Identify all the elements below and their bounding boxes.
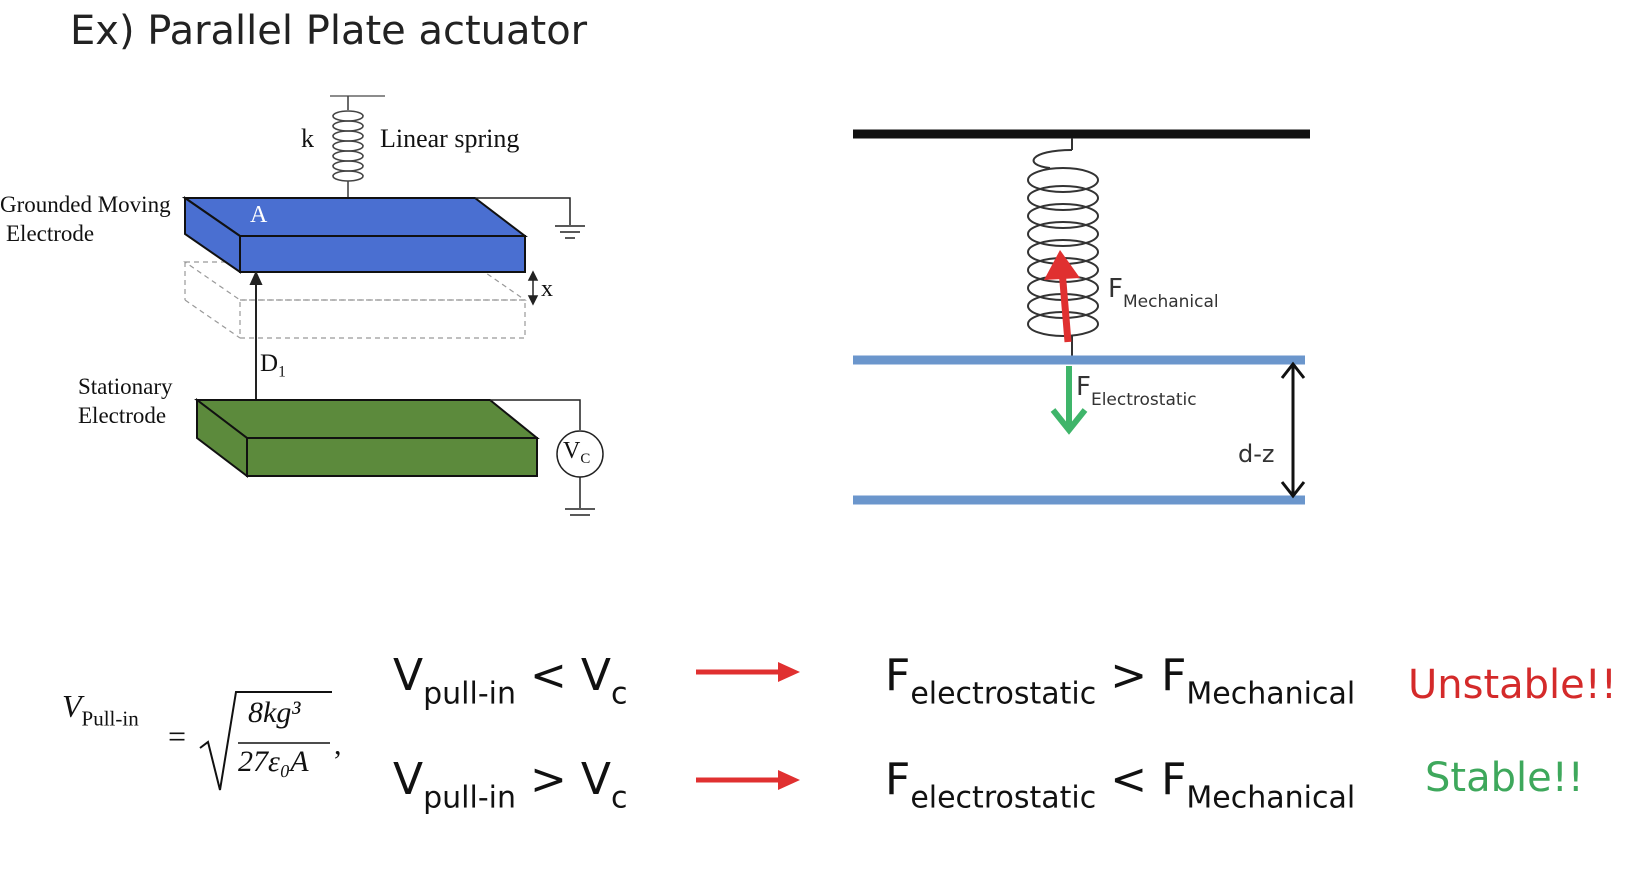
ghost-plate	[183, 261, 527, 339]
voltage-source-label: VC	[563, 438, 591, 468]
page-title: Ex) Parallel Plate actuator	[70, 8, 588, 54]
gap-arrow-right	[1280, 361, 1306, 499]
mechanical-force-arrow	[1044, 250, 1080, 343]
electrostatic-force-label: FElectrostatic	[1076, 372, 1197, 411]
linear-spring-icon	[332, 96, 364, 198]
ground-icon	[475, 197, 585, 239]
moving-electrode-label-line1: Grounded Moving	[0, 192, 171, 217]
displacement-arrow	[527, 270, 539, 306]
voltage-source-icon	[490, 399, 604, 516]
stable-status: Stable!!	[1425, 755, 1584, 801]
equation-comma: ,	[334, 728, 342, 761]
row1-force-comparison: Felectrostatic > FMechanical	[885, 650, 1356, 712]
equals-sign: =	[168, 718, 187, 754]
stationary-electrode-label-line1: Stationary	[78, 374, 173, 399]
row2-voltage-comparison: Vpull-in > Vc	[393, 754, 628, 816]
row1-voltage-comparison: Vpull-in < Vc	[393, 650, 628, 712]
equation-denominator: 27ε₀A	[238, 745, 309, 778]
unstable-status: Unstable!!	[1408, 662, 1617, 708]
parallel-plate-diagram	[181, 95, 604, 516]
gap-label-right: d-z	[1238, 440, 1275, 468]
gap-label: D1	[260, 350, 286, 381]
spring-constant-label: k	[301, 124, 314, 153]
spring-icon	[1027, 138, 1099, 360]
pull-in-equation: VPull-in	[62, 688, 139, 731]
spring-label: Linear spring	[380, 124, 520, 153]
equation-numerator: 8kg³	[248, 696, 301, 729]
stationary-electrode	[194, 397, 540, 479]
row2-force-comparison: Felectrostatic < FMechanical	[885, 754, 1356, 816]
stationary-electrode-label-line2: Electrode	[78, 403, 167, 428]
mechanical-force-label: FMechanical	[1108, 274, 1219, 313]
area-label: A	[250, 202, 268, 228]
moving-electrode-label-line2: Electrode	[6, 221, 95, 246]
moving-electrode	[181, 196, 528, 274]
displacement-label: x	[541, 276, 553, 302]
